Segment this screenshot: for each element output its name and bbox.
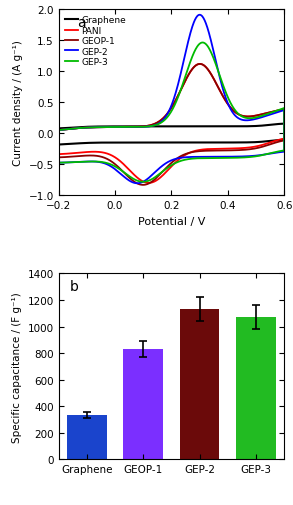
GEOP-1 — [198, 62, 202, 68]
PANI — [57, 128, 60, 134]
GEP-2 — [271, 151, 274, 157]
GEOP-1 — [57, 128, 60, 134]
GEP-3 — [271, 150, 274, 157]
Bar — [123, 349, 163, 460]
GEP-2 — [117, 125, 120, 131]
PANI — [271, 139, 274, 145]
GEP-2 — [261, 153, 265, 159]
GEP-3 — [117, 125, 120, 131]
Graphene — [282, 121, 286, 127]
GEP-2 — [57, 128, 60, 134]
PANI — [133, 125, 137, 131]
Line: GEP-3: GEP-3 — [59, 43, 284, 182]
GEP-2 — [253, 117, 257, 123]
PANI — [209, 72, 213, 78]
Line: GEP-2: GEP-2 — [59, 16, 284, 184]
GEOP-1 — [141, 182, 145, 188]
Bar — [180, 310, 219, 460]
GEOP-1 — [253, 114, 257, 120]
Graphene — [253, 124, 256, 130]
X-axis label: Potential / V: Potential / V — [138, 216, 205, 226]
Graphene — [261, 139, 265, 145]
PANI — [147, 180, 150, 186]
Graphene — [57, 126, 60, 132]
GEP-3 — [201, 40, 204, 46]
GEOP-1 — [261, 144, 265, 150]
PANI — [57, 152, 60, 158]
Text: a: a — [77, 16, 85, 30]
GEP-2 — [57, 160, 60, 166]
Bar — [67, 415, 107, 460]
GEOP-1 — [209, 72, 213, 78]
GEP-3 — [57, 160, 60, 166]
GEP-3 — [253, 116, 257, 122]
Graphene — [117, 124, 120, 130]
PANI — [261, 142, 265, 148]
GEOP-1 — [117, 125, 120, 131]
GEP-3 — [133, 125, 137, 131]
Y-axis label: Specific capacitance / (F g⁻¹): Specific capacitance / (F g⁻¹) — [12, 291, 22, 442]
PANI — [253, 114, 257, 120]
Graphene — [271, 138, 274, 144]
Bar — [236, 317, 276, 460]
Line: PANI: PANI — [59, 65, 284, 183]
PANI — [198, 62, 202, 68]
GEP-3 — [57, 128, 60, 134]
Text: b: b — [70, 279, 79, 293]
Graphene — [133, 124, 137, 130]
Y-axis label: Current density / (A g⁻¹): Current density / (A g⁻¹) — [13, 40, 23, 166]
GEOP-1 — [133, 125, 137, 131]
GEOP-1 — [57, 155, 60, 161]
GEP-2 — [133, 125, 137, 131]
Line: GEOP-1: GEOP-1 — [59, 65, 284, 185]
PANI — [117, 125, 120, 131]
Graphene — [57, 142, 60, 148]
GEP-2 — [198, 13, 202, 19]
GEP-3 — [261, 153, 265, 159]
Graphene — [209, 124, 212, 130]
GEP-3 — [141, 179, 145, 185]
GEOP-1 — [271, 141, 274, 147]
Legend: Graphene, PANI, GEOP-1, GEP-2, GEP-3: Graphene, PANI, GEOP-1, GEP-2, GEP-3 — [63, 15, 128, 69]
GEP-3 — [209, 50, 213, 57]
GEP-2 — [209, 39, 213, 45]
GEP-2 — [136, 181, 139, 187]
Line: Graphene: Graphene — [59, 124, 284, 145]
